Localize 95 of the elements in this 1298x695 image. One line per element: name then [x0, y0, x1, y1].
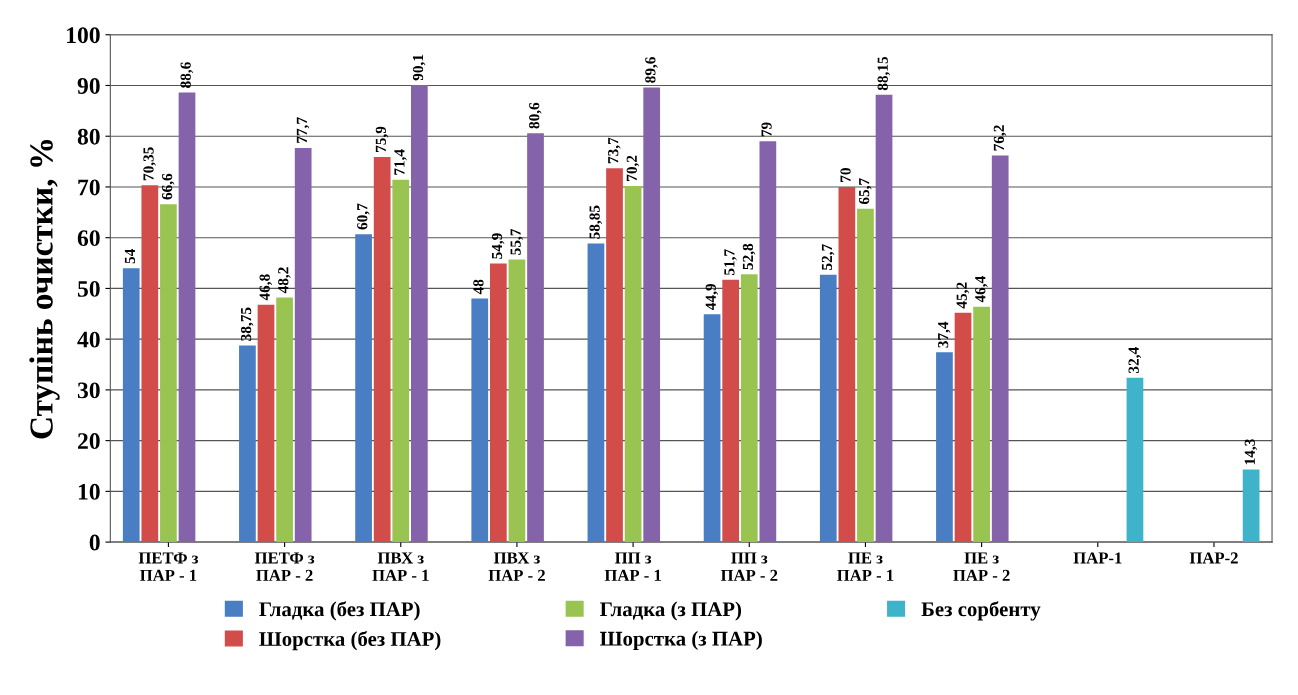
y-tick-label: 20	[77, 433, 100, 450]
bar	[703, 314, 721, 543]
legend-label: Гладка (без ПАР)	[259, 601, 420, 621]
y-tick-label: 70	[78, 179, 100, 196]
bar	[410, 84, 428, 543]
legend-label: Шорстка (без ПАР)	[259, 630, 441, 651]
data-label: 80,6	[529, 102, 542, 129]
bar	[973, 306, 990, 543]
bar	[122, 268, 140, 543]
legend-label: Шорстка (з ПАР)	[600, 631, 762, 650]
bar	[875, 94, 893, 543]
x-tick-label: ПВХ з ПАР - 2	[488, 552, 545, 581]
bar	[239, 345, 256, 543]
data-label: 46,8	[259, 274, 273, 301]
data-label: 70,35	[143, 147, 156, 181]
y-axis-title: Ступінь очистки, %	[29, 139, 60, 439]
data-label: 55,7	[510, 228, 523, 255]
x-tick-label: ПЕТФ з ПАР - 1	[138, 552, 199, 581]
data-label: 48,2	[278, 267, 291, 294]
bar	[838, 186, 856, 543]
y-tick-label: 100	[67, 27, 100, 44]
x-tick-label: ПЕ з ПАР - 2	[953, 552, 1010, 581]
data-label: 38,75	[240, 307, 254, 341]
bar	[1126, 377, 1144, 543]
y-tick-label: 50	[77, 280, 100, 297]
data-label: 51,7	[724, 249, 737, 276]
data-label: 73,7	[608, 137, 621, 164]
bar	[392, 179, 410, 543]
data-label: 54,9	[491, 233, 505, 259]
data-label: 46,4	[975, 276, 988, 303]
bar	[527, 133, 544, 543]
bar	[624, 185, 642, 543]
data-label: 90,1	[412, 54, 426, 81]
legend-label: Гладка (з ПАР)	[600, 601, 742, 621]
y-tick-label: 30	[77, 382, 100, 399]
bar	[740, 274, 758, 543]
data-label: 58,85	[589, 205, 602, 239]
bar	[141, 185, 159, 543]
legend-label: Без сорбенту	[921, 601, 1041, 621]
bar	[722, 279, 740, 543]
y-tick-label: 80	[77, 128, 100, 145]
data-label: 37,4	[937, 321, 951, 348]
data-label: 54	[124, 248, 136, 264]
data-label: 75,9	[375, 126, 389, 152]
bar	[606, 168, 623, 543]
bar	[819, 274, 837, 543]
bar	[294, 147, 312, 543]
x-tick-label: ПАР-2	[1189, 552, 1238, 564]
data-label: 79	[761, 122, 772, 137]
data-label: 88,6	[180, 62, 194, 88]
data-label: 44,9	[705, 283, 719, 310]
x-tick-label: ПАР-1	[1073, 552, 1122, 564]
data-label: 52,7	[821, 244, 835, 270]
bar	[489, 263, 507, 543]
y-tick-label: 0	[89, 534, 100, 551]
data-label: 45,2	[956, 282, 970, 309]
bar	[954, 312, 972, 543]
bar	[160, 204, 177, 543]
bar	[178, 92, 196, 543]
bar	[587, 243, 605, 543]
data-label: 88,15	[877, 56, 891, 91]
y-tick-label: 60	[77, 230, 100, 247]
x-tick-label: ПВХ з ПАР - 1	[372, 552, 429, 581]
data-label: 14,3	[1244, 439, 1258, 465]
x-tick-label: ПП з ПАР - 2	[720, 552, 778, 581]
x-tick-label: ПП з ПАР - 1	[604, 552, 661, 581]
bar	[1242, 469, 1260, 543]
data-label: 70	[840, 168, 851, 182]
bar	[759, 141, 777, 543]
bar	[991, 155, 1009, 543]
x-tick-label: ПЕТФ з ПАР - 2	[254, 552, 315, 581]
data-label: 89,6	[645, 57, 658, 83]
data-label: 48	[473, 279, 484, 295]
data-label: 71,4	[394, 149, 407, 175]
bar	[257, 304, 275, 543]
y-tick-label: 90	[77, 77, 100, 94]
data-label: 32,4	[1128, 347, 1141, 373]
data-label: 70,2	[626, 155, 640, 181]
data-label: 77,7	[296, 117, 310, 143]
data-label: 60,7	[357, 203, 370, 230]
bar	[643, 87, 661, 543]
data-label: 66,6	[161, 173, 175, 200]
x-tick-label: ПЕ з ПАР - 1	[837, 552, 894, 581]
data-label: 65,7	[859, 178, 872, 205]
bar	[471, 298, 489, 543]
y-tick-label: 40	[77, 331, 100, 348]
bar	[373, 157, 391, 543]
bar	[508, 259, 526, 543]
bar	[936, 352, 953, 543]
data-label: 52,8	[742, 243, 756, 270]
y-tick-label: 10	[78, 483, 100, 500]
bar	[276, 297, 293, 543]
bar	[355, 234, 372, 543]
bar	[857, 208, 874, 543]
data-label: 76,2	[993, 125, 1007, 151]
